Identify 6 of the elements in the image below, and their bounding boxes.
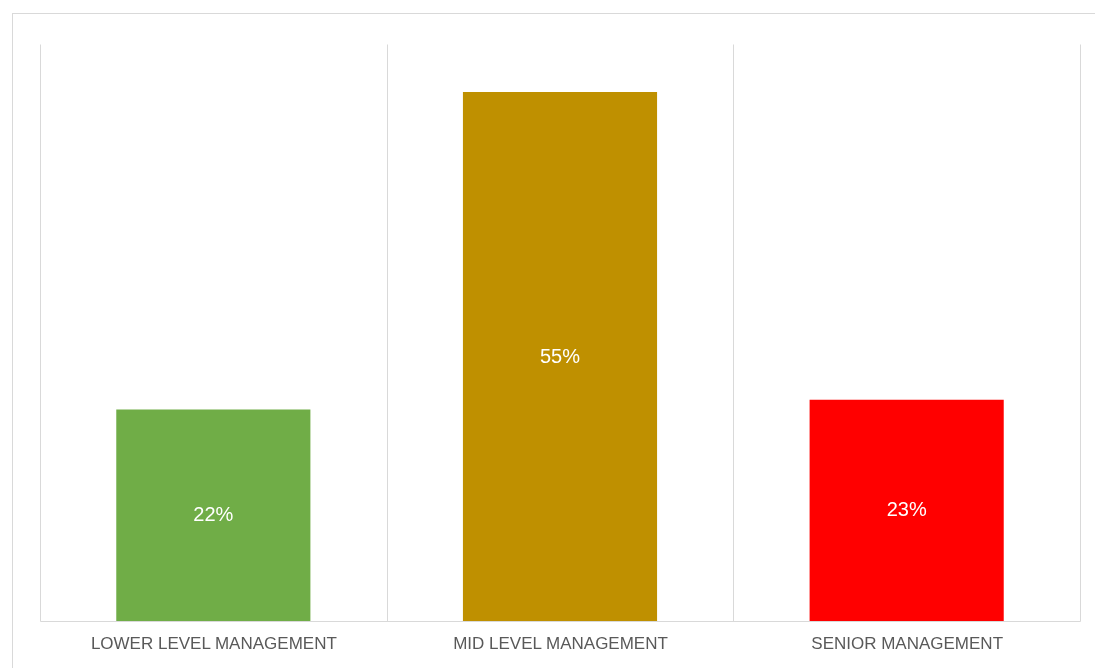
x-tick-label: MID LEVEL MANAGEMENT — [453, 633, 668, 653]
data-label: 23% — [886, 498, 927, 521]
x-tick-label: LOWER LEVEL MANAGEMENT — [90, 633, 337, 653]
data-label: 55% — [539, 344, 581, 367]
data-label: 22% — [193, 503, 234, 526]
x-tick-label: SENIOR MANAGEMENT — [811, 633, 1004, 653]
